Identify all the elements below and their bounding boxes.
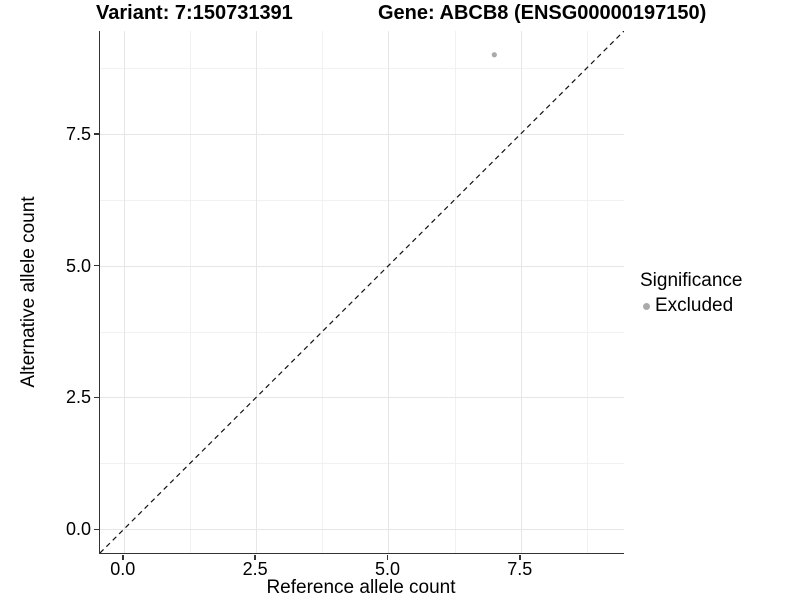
plot-panel <box>99 31 624 554</box>
x-tick-label: 2.5 <box>242 559 268 579</box>
data-points <box>491 52 497 58</box>
plot-canvas <box>100 31 624 553</box>
legend-title: Significance <box>640 270 743 291</box>
y-tick-mark <box>94 264 99 267</box>
y-tick-mark <box>94 133 99 135</box>
legend-item: Excluded <box>643 296 742 316</box>
gridline-minor <box>100 463 624 465</box>
legend: Significance Excluded <box>640 270 742 316</box>
gridline-minor <box>100 199 624 201</box>
gridline-major <box>100 529 624 531</box>
data-point <box>491 52 497 58</box>
identity-dashed-line <box>100 31 624 553</box>
gridline-major <box>123 31 125 553</box>
gridline-major <box>520 31 522 553</box>
gridline-minor <box>586 31 588 553</box>
x-tick-mark <box>519 554 521 560</box>
gridline-minor <box>100 331 624 333</box>
x-tick-mark <box>254 554 256 560</box>
x-tick-label: 7.5 <box>507 559 533 579</box>
y-tick-mark <box>94 396 99 399</box>
y-tick-label: 7.5 <box>65 123 91 144</box>
y-axis-title: Alternative allele count <box>18 196 39 388</box>
gridline-minor <box>322 31 324 553</box>
gridline-major <box>100 265 624 267</box>
gridline-major <box>100 133 624 135</box>
x-tick-mark <box>386 554 389 560</box>
x-axis-title: Reference allele count <box>266 577 456 598</box>
plot-title-gene: Gene: ABCB8 (ENSG00000197150) <box>378 2 707 24</box>
y-tick-mark <box>94 528 99 531</box>
gridline-minor <box>454 31 456 553</box>
gridline-minor <box>189 31 191 553</box>
gridline-major <box>388 31 390 553</box>
x-tick-label: 0.0 <box>110 559 136 579</box>
legend-point-icon <box>643 302 650 310</box>
y-tick-label: 5.0 <box>65 255 91 276</box>
legend-item-label: Excluded <box>655 295 734 316</box>
y-tick-label: 2.5 <box>65 387 91 408</box>
gridline-minor <box>100 67 624 69</box>
plot-title-variant: Variant: 7:150731391 <box>96 2 293 24</box>
x-tick-label: 5.0 <box>374 559 400 579</box>
y-tick-label: 0.0 <box>65 519 91 540</box>
legend-items: Excluded <box>640 296 742 316</box>
x-tick-mark <box>122 554 124 560</box>
gridline-major <box>100 397 624 399</box>
gridline-major <box>256 31 258 553</box>
